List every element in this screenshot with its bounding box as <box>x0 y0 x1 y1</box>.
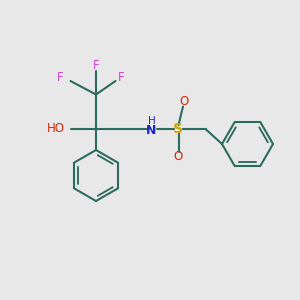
Text: F: F <box>93 59 99 72</box>
Text: O: O <box>180 94 189 108</box>
Text: F: F <box>57 71 63 84</box>
Text: HO: HO <box>46 122 64 136</box>
Text: O: O <box>174 150 183 164</box>
Text: N: N <box>146 124 157 137</box>
Text: F: F <box>118 71 125 84</box>
Text: H: H <box>148 116 155 127</box>
Text: S: S <box>173 122 184 136</box>
